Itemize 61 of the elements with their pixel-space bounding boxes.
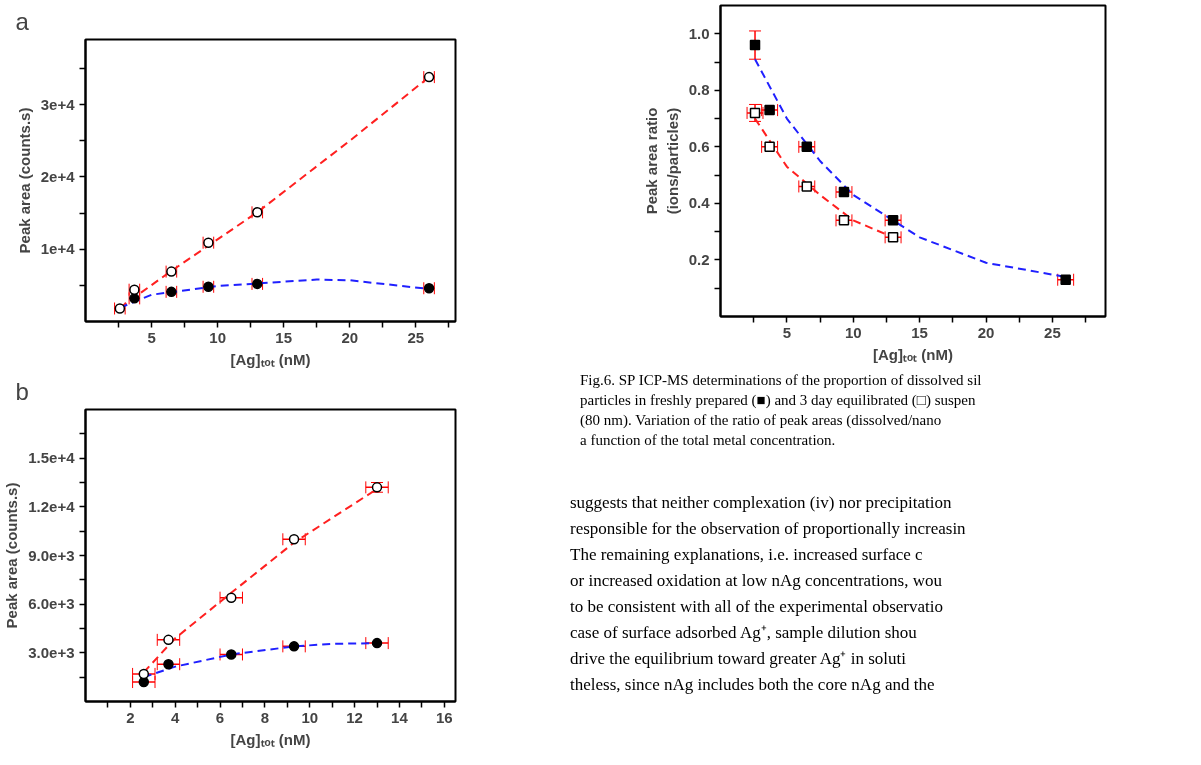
- y-tick-label: 9.0e+3: [28, 546, 75, 564]
- x-tick-label: 25: [1044, 323, 1061, 341]
- x-axis-title: [Ag]ₜₒₜ (nM): [230, 350, 311, 368]
- point: [764, 141, 775, 153]
- y-axis-title: Peak area (counts.s): [15, 107, 33, 254]
- text: or increased oxidation at low nAg concentrations, wou: [570, 571, 943, 590]
- x-tick-label: 14: [391, 708, 409, 726]
- x-tick-label: 6: [215, 708, 225, 726]
- x-tick-label: 15: [911, 323, 928, 341]
- text: The remaining explanations, i.e. increased surface c: [570, 545, 923, 564]
- point: [288, 641, 300, 652]
- y-tick-label: 1.2e+4: [28, 497, 76, 515]
- text: (80 nm). Variation of the ratio of peak areas (dissolved/nano: [580, 412, 942, 428]
- point: [226, 592, 237, 603]
- point: [288, 534, 300, 545]
- y-tick-label: 0.6: [688, 137, 710, 155]
- point: [371, 637, 383, 649]
- point: [163, 658, 174, 670]
- point: [163, 634, 174, 646]
- text: suggests that neither complexation (iv) nor precipitation: [570, 493, 952, 512]
- y-tick-label: 0.2: [688, 250, 710, 268]
- y-tick-label: 1.0: [688, 24, 710, 42]
- chart-title: a: [15, 7, 30, 35]
- x-tick-label: 12: [346, 708, 363, 726]
- chart-title: b: [15, 377, 29, 405]
- x-tick-label: 10: [301, 708, 319, 726]
- point: [749, 39, 761, 51]
- text: a function of the total metal concentration.: [580, 432, 836, 448]
- x-axis-title: [Ag]ₜₒₜ (nM): [873, 345, 953, 363]
- x-tick-label: 10: [844, 323, 862, 341]
- x-tick-label: 5: [782, 323, 792, 341]
- y-tick-label: 3e+4: [40, 95, 76, 113]
- y-tick-label: 1e+4: [40, 240, 76, 258]
- text: particles in freshly prepared (■) and 3 day equilibrated (□) suspen: [580, 392, 976, 408]
- y-axis-title: Peak area (counts.s): [3, 482, 21, 629]
- x-tick-label: 20: [341, 328, 359, 346]
- x-tick-label: 5: [147, 328, 156, 346]
- x-tick-label: 25: [407, 328, 425, 346]
- text: case of surface adsorbed Ag⁺, sample dilution shou: [570, 623, 917, 642]
- x-tick-label: 20: [977, 323, 995, 341]
- y-tick-label: 0.8: [688, 81, 710, 99]
- y-tick-label: 6.0e+3: [28, 595, 75, 613]
- x-tick-label: 16: [435, 708, 453, 726]
- caption: Fig.6. SP ICP-MS determinations of the proportion of dissolved sil: [580, 372, 982, 388]
- x-tick-label: 4: [171, 708, 181, 726]
- text: responsible for the observation of proportionally increasin: [570, 519, 966, 538]
- y-tick-label: 3.0e+3: [28, 643, 75, 661]
- text: theless, since nAg includes both the core nAg and the: [570, 675, 935, 694]
- point: [226, 649, 237, 660]
- y-tick-label: 0.4: [688, 194, 711, 212]
- x-axis-title: [Ag]ₜₒₜ (nM): [230, 730, 311, 748]
- point: [1060, 274, 1071, 285]
- x-tick-label: 8: [260, 708, 270, 726]
- x-tick-label: 15: [275, 328, 293, 346]
- y-tick-label: 2e+4: [40, 167, 76, 185]
- x-tick-label: 2: [126, 708, 135, 726]
- x-tick-label: 10: [209, 328, 226, 346]
- y-tick-label: 1.5e+4: [28, 449, 76, 467]
- y-axis-title: Peak area ratio (ions/particles): [643, 107, 681, 215]
- text: drive the equilibrium toward greater Ag⁺ in soluti: [570, 649, 907, 668]
- text: to be consistent with all of the experimental observatio: [570, 597, 943, 616]
